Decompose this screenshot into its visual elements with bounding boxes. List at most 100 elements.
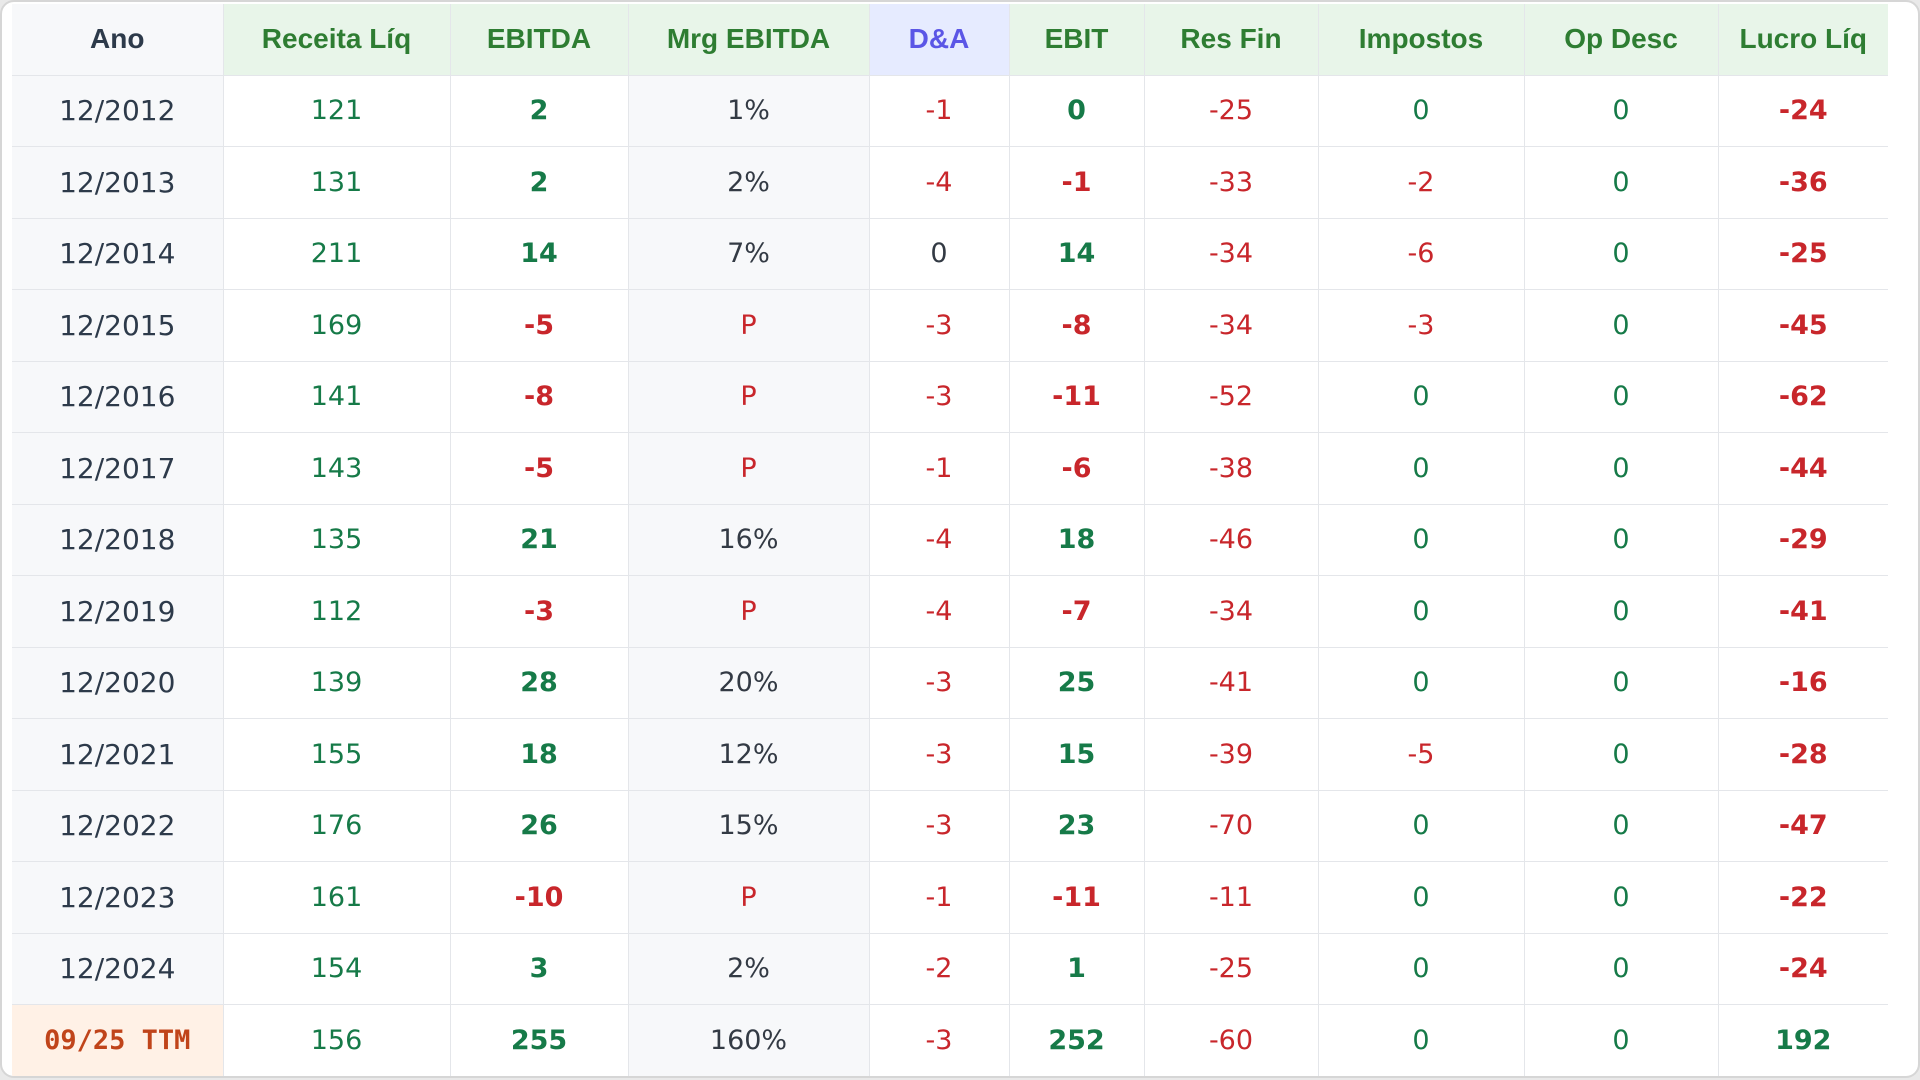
cell-impostos: -2 xyxy=(1318,146,1525,219)
cell-receita-liq: 161 xyxy=(223,861,451,934)
header-mrg-ebitda[interactable]: Mrg EBITDA xyxy=(628,4,870,76)
cell-ebit: 23 xyxy=(1009,790,1145,862)
cell-mrg-ebitda: 2% xyxy=(628,146,870,219)
table-row: 12/2021 155 18 12% -3 15 -39 -5 0 -28 xyxy=(12,718,1888,791)
cell-ano: 12/2015 xyxy=(12,289,224,362)
cell-op-desc: 0 xyxy=(1524,790,1719,862)
cell-impostos: -3 xyxy=(1318,289,1525,362)
header-da[interactable]: D&A xyxy=(869,4,1010,76)
cell-receita-liq: 154 xyxy=(223,933,451,1005)
header-res-fin[interactable]: Res Fin xyxy=(1144,4,1319,76)
cell-lucro-liq: -24 xyxy=(1718,933,1888,1005)
cell-receita-liq: 131 xyxy=(223,146,451,219)
header-ano[interactable]: Ano xyxy=(12,4,224,76)
cell-ebitda: 255 xyxy=(450,1004,629,1076)
cell-ano: 12/2020 xyxy=(12,647,224,719)
cell-receita-liq: 143 xyxy=(223,432,451,505)
cell-lucro-liq: -16 xyxy=(1718,647,1888,719)
cell-da: -4 xyxy=(869,146,1010,219)
cell-lucro-liq: -25 xyxy=(1718,218,1888,290)
header-ebit[interactable]: EBIT xyxy=(1009,4,1145,76)
cell-da: -4 xyxy=(869,504,1010,576)
cell-ebit: 18 xyxy=(1009,504,1145,576)
cell-da: -2 xyxy=(869,933,1010,1005)
cell-ano: 12/2014 xyxy=(12,218,224,290)
table-row: 12/2012 121 2 1% -1 0 -25 0 0 -24 xyxy=(12,75,1888,147)
cell-op-desc: 0 xyxy=(1524,575,1719,648)
cell-ebitda: 14 xyxy=(450,218,629,290)
cell-op-desc: 0 xyxy=(1524,718,1719,791)
cell-mrg-ebitda: P xyxy=(628,361,870,433)
cell-res-fin: -39 xyxy=(1144,718,1319,791)
cell-res-fin: -52 xyxy=(1144,361,1319,433)
table-row: 12/2024 154 3 2% -2 1 -25 0 0 -24 xyxy=(12,933,1888,1005)
cell-ano: 12/2013 xyxy=(12,146,224,219)
cell-da: -3 xyxy=(869,790,1010,862)
cell-mrg-ebitda: 2% xyxy=(628,933,870,1005)
cell-lucro-liq: -36 xyxy=(1718,146,1888,219)
table-row: 12/2019 112 -3 P -4 -7 -34 0 0 -41 xyxy=(12,575,1888,648)
cell-res-fin: -38 xyxy=(1144,432,1319,505)
cell-receita-liq: 112 xyxy=(223,575,451,648)
cell-op-desc: 0 xyxy=(1524,146,1719,219)
cell-ebitda: 18 xyxy=(450,718,629,791)
cell-receita-liq: 155 xyxy=(223,718,451,791)
cell-ebitda: -3 xyxy=(450,575,629,648)
cell-op-desc: 0 xyxy=(1524,504,1719,576)
cell-op-desc: 0 xyxy=(1524,933,1719,1005)
cell-op-desc: 0 xyxy=(1524,1004,1719,1076)
cell-lucro-liq: 192 xyxy=(1718,1004,1888,1076)
cell-receita-liq: 176 xyxy=(223,790,451,862)
income-statement-table: Ano Receita Líq EBITDA Mrg EBITDA D&A EB… xyxy=(12,4,1888,1076)
cell-receita-liq: 139 xyxy=(223,647,451,719)
cell-op-desc: 0 xyxy=(1524,218,1719,290)
cell-impostos: 0 xyxy=(1318,790,1525,862)
header-lucro-liq[interactable]: Lucro Líq xyxy=(1718,4,1888,76)
cell-op-desc: 0 xyxy=(1524,361,1719,433)
header-receita-liq[interactable]: Receita Líq xyxy=(223,4,451,76)
cell-lucro-liq: -45 xyxy=(1718,289,1888,362)
cell-res-fin: -34 xyxy=(1144,218,1319,290)
cell-ano: 12/2021 xyxy=(12,718,224,791)
cell-da: -1 xyxy=(869,75,1010,147)
header-impostos[interactable]: Impostos xyxy=(1318,4,1525,76)
table-row: 12/2014 211 14 7% 0 14 -34 -6 0 -25 xyxy=(12,218,1888,290)
cell-ebit: -11 xyxy=(1009,861,1145,934)
cell-da: -3 xyxy=(869,289,1010,362)
cell-lucro-liq: -28 xyxy=(1718,718,1888,791)
cell-ano: 12/2023 xyxy=(12,861,224,934)
table-row: 12/2015 169 -5 P -3 -8 -34 -3 0 -45 xyxy=(12,289,1888,362)
cell-mrg-ebitda: P xyxy=(628,432,870,505)
cell-ebit: 15 xyxy=(1009,718,1145,791)
cell-impostos: 0 xyxy=(1318,1004,1525,1076)
cell-lucro-liq: -47 xyxy=(1718,790,1888,862)
cell-ano: 12/2012 xyxy=(12,75,224,147)
cell-impostos: 0 xyxy=(1318,933,1525,1005)
header-ebitda[interactable]: EBITDA xyxy=(450,4,629,76)
table-row: 12/2013 131 2 2% -4 -1 -33 -2 0 -36 xyxy=(12,146,1888,219)
cell-ebit: -8 xyxy=(1009,289,1145,362)
cell-lucro-liq: -29 xyxy=(1718,504,1888,576)
cell-ano: 12/2018 xyxy=(12,504,224,576)
cell-impostos: 0 xyxy=(1318,361,1525,433)
cell-ebitda: 2 xyxy=(450,146,629,219)
cell-mrg-ebitda: 7% xyxy=(628,218,870,290)
cell-res-fin: -70 xyxy=(1144,790,1319,862)
cell-mrg-ebitda: 15% xyxy=(628,790,870,862)
cell-impostos: -6 xyxy=(1318,218,1525,290)
header-op-desc[interactable]: Op Desc xyxy=(1524,4,1719,76)
cell-lucro-liq: -44 xyxy=(1718,432,1888,505)
cell-res-fin: -11 xyxy=(1144,861,1319,934)
cell-res-fin: -60 xyxy=(1144,1004,1319,1076)
cell-impostos: 0 xyxy=(1318,75,1525,147)
table-row: 12/2022 176 26 15% -3 23 -70 0 0 -47 xyxy=(12,790,1888,862)
cell-impostos: -5 xyxy=(1318,718,1525,791)
cell-ebit: 252 xyxy=(1009,1004,1145,1076)
cell-op-desc: 0 xyxy=(1524,647,1719,719)
header-row: Ano Receita Líq EBITDA Mrg EBITDA D&A EB… xyxy=(12,4,1888,76)
cell-ano: 09/25 TTM xyxy=(12,1004,224,1076)
cell-mrg-ebitda: P xyxy=(628,861,870,934)
cell-ebit: 1 xyxy=(1009,933,1145,1005)
cell-ano: 12/2024 xyxy=(12,933,224,1005)
